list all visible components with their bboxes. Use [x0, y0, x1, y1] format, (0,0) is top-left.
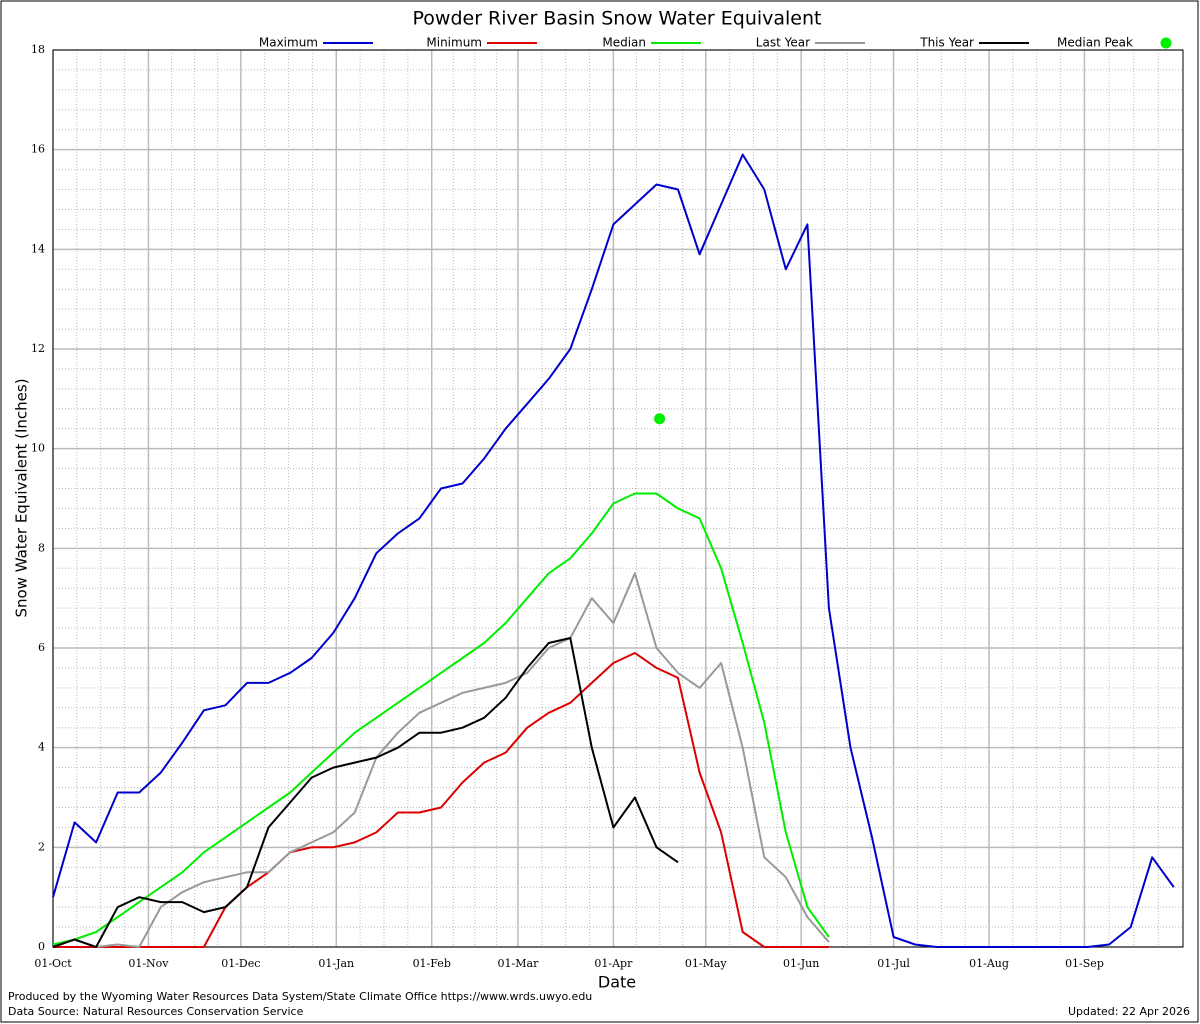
- x-axis-label: Date: [598, 973, 636, 992]
- series-line: [53, 652, 829, 948]
- series-line: [52, 153, 1175, 948]
- x-tick-label: 01-Apr: [594, 957, 633, 970]
- x-tick-label: 01-Mar: [498, 957, 540, 970]
- x-tick-label: 01-Dec: [221, 957, 260, 970]
- y-tick-label: 6: [38, 641, 45, 654]
- y-tick-label: 12: [31, 342, 45, 355]
- x-tick-label: 01-Oct: [34, 957, 72, 970]
- x-tick-label: 01-Jan: [318, 957, 354, 970]
- x-tick-label: 01-Aug: [969, 957, 1009, 970]
- y-tick-label: 10: [31, 442, 45, 455]
- series-line: [52, 492, 830, 946]
- x-tick-label: 01-Feb: [413, 957, 451, 970]
- peak-marker: [654, 413, 666, 425]
- footer-source: Data Source: Natural Resources Conservat…: [8, 1005, 304, 1018]
- y-tick-label: 0: [38, 940, 45, 953]
- legend-label: Median Peak: [1057, 36, 1133, 50]
- x-tick-label: 01-May: [685, 957, 728, 970]
- y-tick-label: 18: [31, 43, 45, 56]
- legend-marker: [1160, 37, 1172, 49]
- y-tick-label: 8: [38, 541, 45, 554]
- footer-updated: Updated: 22 Apr 2026: [1068, 1005, 1190, 1018]
- plot-border: [52, 49, 1184, 948]
- legend-label: This Year: [919, 36, 974, 50]
- x-tick-label: 01-Nov: [128, 957, 169, 970]
- y-tick-label: 4: [38, 741, 45, 754]
- chart-title: Powder River Basin Snow Water Equivalent: [413, 8, 822, 30]
- y-axis-label: Snow Water Equivalent (Inches): [13, 378, 31, 617]
- y-tick-label: 14: [31, 242, 45, 255]
- series-line: [95, 572, 830, 948]
- plot-area: [52, 49, 1184, 948]
- x-tick-label: 01-Jun: [783, 957, 819, 970]
- footer-produced: Produced by the Wyoming Water Resources …: [8, 990, 592, 1003]
- legend-label: Median: [602, 36, 646, 50]
- legend-label: Minimum: [426, 36, 482, 50]
- x-tick-label: 01-Sep: [1065, 957, 1104, 970]
- x-tick-label: 01-Jul: [877, 957, 910, 970]
- legend-label: Last Year: [756, 36, 810, 50]
- series-line: [52, 637, 679, 948]
- y-tick-label: 16: [31, 143, 45, 156]
- y-tick-label: 2: [38, 840, 45, 853]
- legend-label: Maximum: [259, 36, 318, 50]
